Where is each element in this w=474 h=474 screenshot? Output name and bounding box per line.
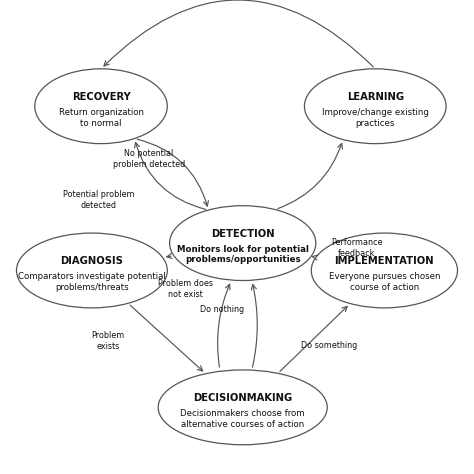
Text: IMPLEMENTATION: IMPLEMENTATION [335, 256, 434, 266]
Text: DIAGNOSIS: DIAGNOSIS [61, 256, 123, 266]
Text: Comparators investigate potential
problems/threats: Comparators investigate potential proble… [18, 272, 166, 292]
Text: Return organization
to normal: Return organization to normal [58, 108, 144, 128]
Text: DECISIONMAKING: DECISIONMAKING [193, 393, 292, 403]
Text: DETECTION: DETECTION [211, 229, 274, 239]
Text: Do something: Do something [301, 341, 358, 350]
Text: Improve/change existing
practices: Improve/change existing practices [322, 108, 428, 128]
Text: Decisionmakers choose from
alternative courses of action: Decisionmakers choose from alternative c… [181, 409, 305, 428]
Text: RECOVERY: RECOVERY [72, 92, 130, 102]
Text: Performance
feedback: Performance feedback [331, 238, 383, 257]
Text: LEARNING: LEARNING [346, 92, 404, 102]
Text: Everyone pursues chosen
course of action: Everyone pursues chosen course of action [328, 272, 440, 292]
Text: Problem
exists: Problem exists [91, 331, 125, 351]
Text: Do nothing: Do nothing [200, 305, 244, 314]
Text: Problem does
not exist: Problem does not exist [158, 279, 213, 299]
Text: No potential
problem detected: No potential problem detected [113, 149, 185, 169]
Text: Potential problem
detected: Potential problem detected [63, 190, 135, 210]
Text: Monitors look for potential
problems/opportunities: Monitors look for potential problems/opp… [177, 245, 309, 264]
